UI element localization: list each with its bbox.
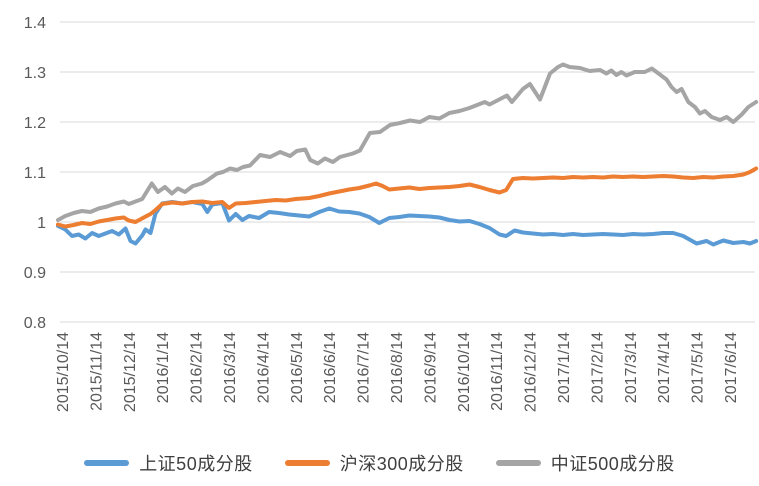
- x-tick-label: 2016/5/14: [289, 332, 306, 403]
- x-tick-label: 2017/4/14: [656, 332, 673, 403]
- legend-label: 中证500成分股: [550, 454, 675, 474]
- y-tick-label: 1.1: [24, 165, 46, 182]
- series-line-0: [56, 200, 759, 247]
- legend-swatch-icon: [495, 460, 541, 466]
- x-tick-label: 2017/2/14: [589, 332, 606, 403]
- x-tick-label: 2016/11/14: [489, 332, 506, 411]
- x-tick-label: 2016/12/14: [523, 332, 540, 412]
- x-tick-label: 2017/5/14: [690, 332, 707, 403]
- x-tick-label: 2017/6/14: [723, 332, 740, 403]
- x-tick-label: 2017/3/14: [623, 332, 640, 403]
- legend-label: 上证50成分股: [139, 454, 253, 474]
- x-tick-label: 2016/2/14: [189, 332, 206, 403]
- y-tick-label: 0.9: [24, 265, 46, 282]
- y-tick-label: 0.8: [24, 315, 46, 332]
- x-tick-label: 2016/7/14: [356, 332, 373, 403]
- x-tick-label: 2016/4/14: [255, 332, 272, 403]
- legend-swatch-icon: [284, 460, 330, 466]
- chart-legend: 上证50成分股 沪深300成分股 中证500成分股: [0, 450, 759, 476]
- legend-swatch-icon: [84, 460, 130, 466]
- x-tick-label: 2015/11/14: [88, 332, 105, 411]
- x-tick-label: 2016/9/14: [422, 332, 439, 403]
- x-tick-label: 2015/12/14: [122, 332, 139, 412]
- x-tick-label: 2016/6/14: [322, 332, 339, 403]
- x-tick-label: 2016/8/14: [389, 332, 406, 403]
- y-tick-label: 1.2: [24, 115, 46, 132]
- y-tick-label: 1.4: [24, 15, 46, 32]
- x-tick-label: 2015/10/14: [55, 332, 72, 412]
- y-tick-label: 1: [37, 215, 46, 232]
- x-tick-label: 2016/10/14: [456, 332, 473, 412]
- series-line-1: [56, 166, 759, 229]
- x-tick-label: 2016/3/14: [222, 332, 239, 403]
- legend-label: 沪深300成分股: [339, 454, 464, 474]
- y-tick-label: 1.3: [24, 65, 46, 82]
- x-tick-label: 2016/1/14: [155, 332, 172, 403]
- legend-item-1: 沪深300成分股: [284, 450, 464, 476]
- legend-item-2: 中证500成分股: [495, 450, 675, 476]
- series-line-2: [56, 62, 759, 222]
- legend-item-0: 上证50成分股: [84, 450, 253, 476]
- x-tick-label: 2017/1/14: [556, 332, 573, 403]
